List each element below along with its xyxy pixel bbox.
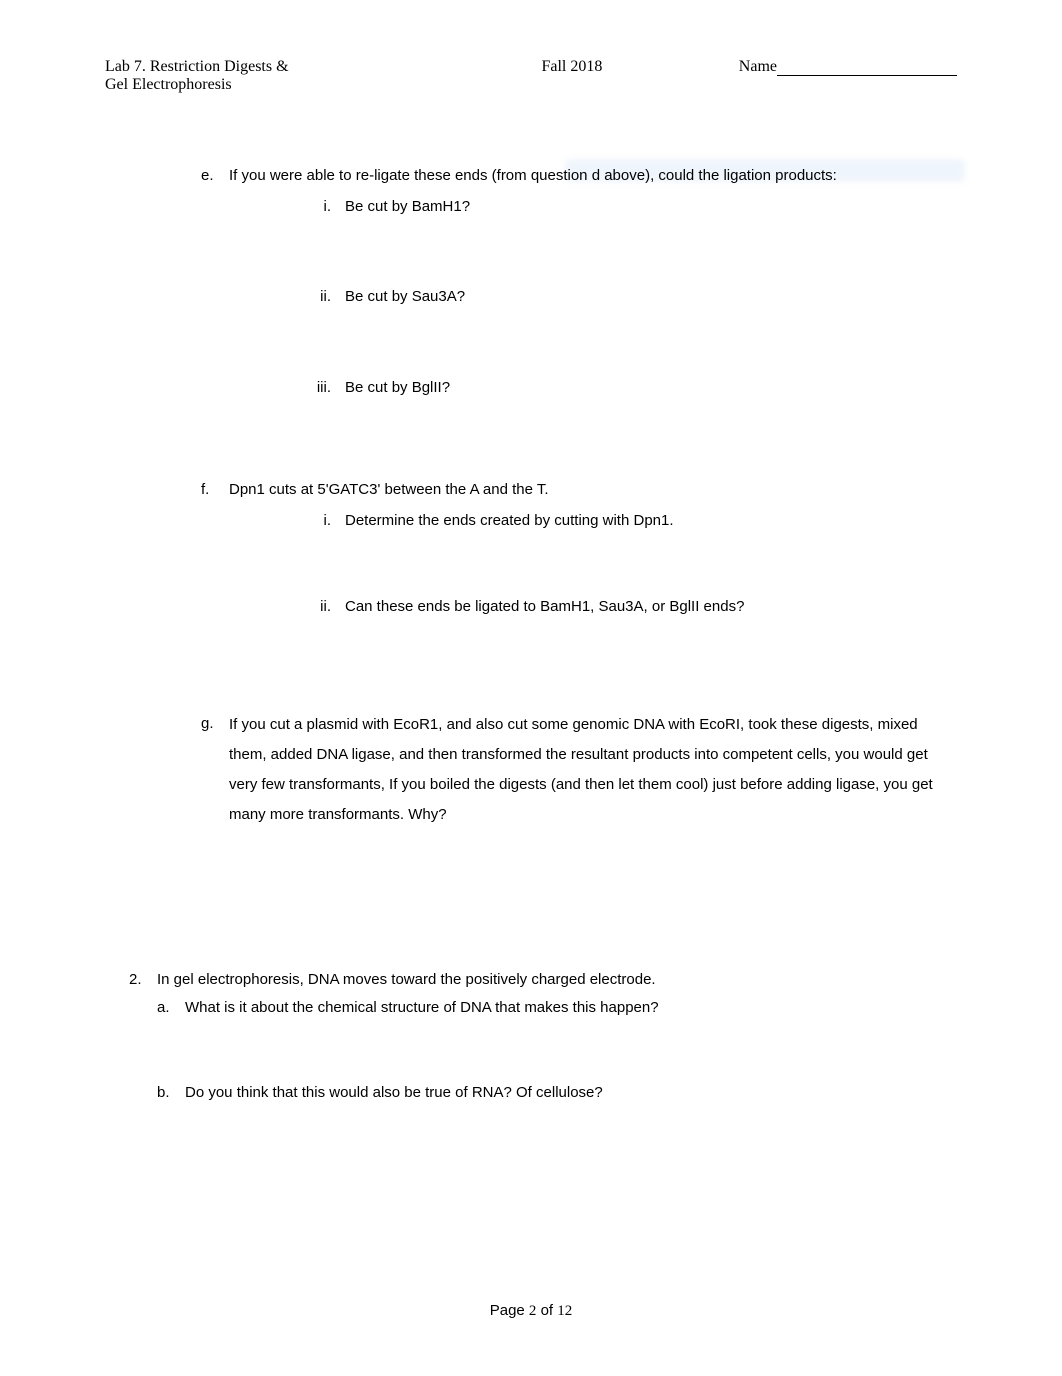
question-f-ii: ii. Can these ends be ligated to BamH1, … — [297, 593, 957, 622]
question-f-i: i. Determine the ends created by cutting… — [297, 507, 957, 536]
footer-total-pages: 12 — [557, 1303, 572, 1319]
question-f-text: Dpn1 cuts at 5'GATC3' between the A and … — [229, 476, 549, 505]
lab-title-line2: Gel Electrophoresis — [105, 76, 405, 94]
header-left: Lab 7. Restriction Digests & Gel Electro… — [105, 58, 405, 94]
footer-of-word: of — [536, 1302, 557, 1319]
question-2: 2. In gel electrophoresis, DNA moves tow… — [129, 966, 957, 995]
question-e-ii-text: Be cut by Sau3A? — [345, 283, 465, 312]
marker-2: 2. — [129, 966, 157, 995]
footer-page-word: Page — [490, 1302, 529, 1319]
marker-e-i: i. — [297, 193, 331, 222]
marker-f-ii: ii. — [297, 593, 331, 622]
question-g: g. If you cut a plasmid with EcoR1, and … — [201, 710, 957, 830]
question-2-text: In gel electrophoresis, DNA moves toward… — [157, 966, 656, 995]
lab-title-line1: Lab 7. Restriction Digests & — [105, 58, 405, 76]
header-right: Name — [739, 58, 957, 94]
marker-e: e. — [201, 162, 229, 191]
page-footer: Page 2 of 12 — [0, 1302, 1062, 1320]
name-label: Name — [739, 58, 777, 75]
marker-e-ii: ii. — [297, 283, 331, 312]
question-f: f. Dpn1 cuts at 5'GATC3' between the A a… — [201, 476, 957, 505]
question-e-text: If you were able to re-ligate these ends… — [229, 162, 837, 191]
question-2b: b. Do you think that this would also be … — [157, 1079, 957, 1108]
question-f-ii-text: Can these ends be ligated to BamH1, Sau3… — [345, 593, 744, 622]
question-e: e. If you were able to re-ligate these e… — [201, 162, 957, 191]
marker-g: g. — [201, 710, 229, 830]
question-2a-text: What is it about the chemical structure … — [185, 994, 659, 1023]
page-content: e. If you were able to re-ligate these e… — [105, 162, 957, 1107]
question-e-iii: iii. Be cut by BglII? — [297, 374, 957, 403]
marker-f: f. — [201, 476, 229, 505]
question-f-i-text: Determine the ends created by cutting wi… — [345, 507, 674, 536]
question-2a: a. What is it about the chemical structu… — [157, 994, 957, 1023]
question-2b-text: Do you think that this would also be tru… — [185, 1079, 603, 1108]
question-e-i: i. Be cut by BamH1? — [297, 193, 957, 222]
question-g-text: If you cut a plasmid with EcoR1, and als… — [229, 710, 957, 830]
question-e-iii-text: Be cut by BglII? — [345, 374, 450, 403]
marker-2a: a. — [157, 994, 185, 1023]
page-header: Lab 7. Restriction Digests & Gel Electro… — [0, 58, 1062, 94]
name-blank-line — [777, 75, 957, 76]
question-e-ii: ii. Be cut by Sau3A? — [297, 283, 957, 312]
marker-2b: b. — [157, 1079, 185, 1108]
question-e-i-text: Be cut by BamH1? — [345, 193, 470, 222]
marker-f-i: i. — [297, 507, 331, 536]
marker-e-iii: iii. — [297, 374, 331, 403]
header-center: Fall 2018 — [472, 58, 672, 94]
